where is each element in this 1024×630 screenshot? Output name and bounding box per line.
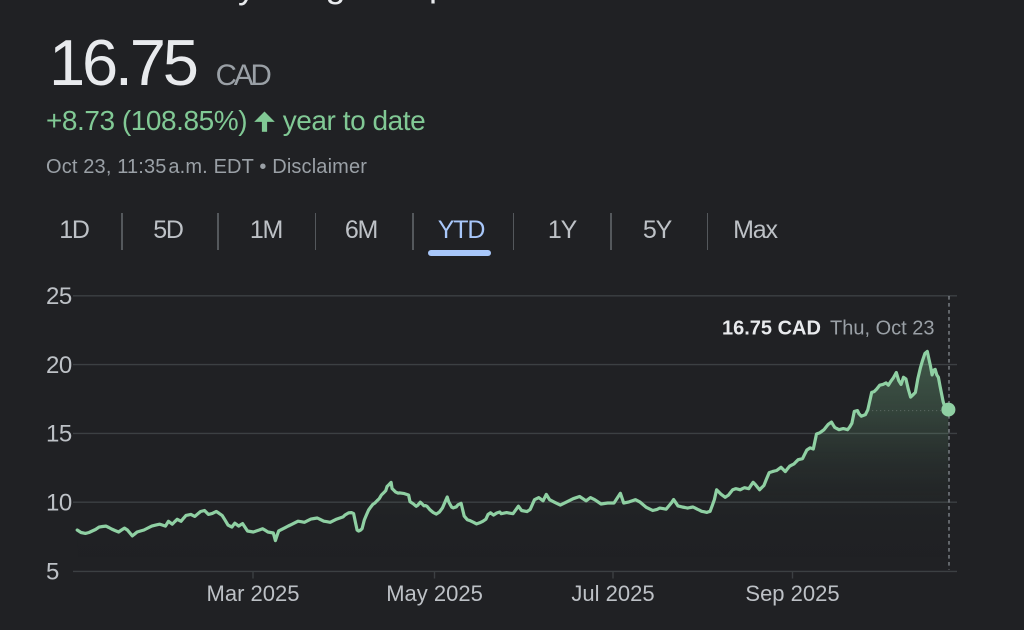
svg-text:15: 15 [46, 421, 72, 448]
svg-text:20: 20 [46, 352, 72, 379]
svg-text:May 2025: May 2025 [386, 581, 483, 606]
svg-text:Sep 2025: Sep 2025 [745, 581, 839, 606]
svg-text:Mar 2025: Mar 2025 [207, 581, 300, 606]
svg-text:5: 5 [46, 559, 59, 586]
svg-text:Thu, Oct 23: Thu, Oct 23 [830, 318, 935, 340]
svg-text:25: 25 [46, 283, 72, 310]
svg-text:10: 10 [46, 489, 72, 516]
svg-text:16.75 CAD: 16.75 CAD [722, 318, 821, 340]
svg-text:Jul 2025: Jul 2025 [571, 581, 654, 606]
